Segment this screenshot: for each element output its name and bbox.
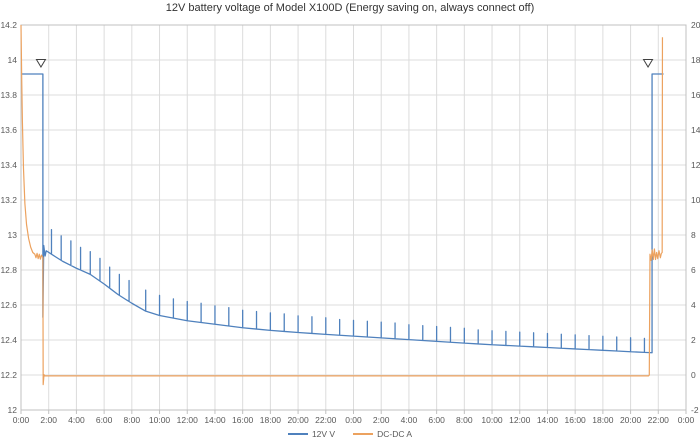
x-axis-tick-label: 2:00 <box>40 415 57 425</box>
y-right-tick-label: 0 <box>691 370 696 380</box>
legend-line-sample-dc-dc-a-icon <box>353 433 374 435</box>
series-line-dc-dc-a <box>20 24 664 386</box>
y-right-tick-label: 14 <box>691 125 700 135</box>
x-axis-tick-label: 18:00 <box>592 415 614 425</box>
transition-marker-icon <box>35 59 47 68</box>
y-right-tick-label: 16 <box>691 90 700 100</box>
x-axis-tick-label: 22:00 <box>315 415 337 425</box>
chart-title: 12V battery voltage of Model X100D (Ener… <box>165 2 535 14</box>
x-axis-tick-label: 8:00 <box>124 415 141 425</box>
y-left-tick-label: 12 <box>8 405 18 415</box>
x-axis-tick-label: 10:00 <box>149 415 171 425</box>
x-axis-tick-label: 22:00 <box>648 415 670 425</box>
y-left-tick-label: 12.6 <box>0 300 17 310</box>
y-right-tick-label: 8 <box>691 230 696 240</box>
series-line-12v-v <box>21 73 664 354</box>
legend-item-12v-v: 12V V <box>287 429 336 439</box>
legend-line-sample-12v-v-icon <box>287 433 308 435</box>
chart-legend: 12V V DC-DC A <box>0 429 700 439</box>
x-axis-tick-label: 6:00 <box>96 415 113 425</box>
x-axis-tick-label: 4:00 <box>401 415 418 425</box>
y-right-tick-label: 4 <box>691 300 696 310</box>
x-axis-tick-label: 0:00 <box>678 415 695 425</box>
x-axis-tick-label: 12:00 <box>509 415 531 425</box>
x-axis-tick-label: 14:00 <box>537 415 559 425</box>
y-right-tick-label: 2 <box>691 335 696 345</box>
y-right-tick-label: 18 <box>691 55 700 65</box>
x-axis-tick-label: 0:00 <box>345 415 362 425</box>
x-axis-tick-label: 14:00 <box>204 415 226 425</box>
y-left-tick-label: 13.8 <box>0 90 17 100</box>
y-left-tick-label: 12.2 <box>0 370 17 380</box>
x-axis-tick-label: 2:00 <box>373 415 390 425</box>
y-right-tick-label: 6 <box>691 265 696 275</box>
x-axis-tick-label: 4:00 <box>68 415 85 425</box>
x-axis-tick-label: 12:00 <box>177 415 199 425</box>
y-right-tick-label: 12 <box>691 160 700 170</box>
legend-label-12v-v: 12V V <box>311 429 336 439</box>
y-left-tick-label: 12.8 <box>0 265 17 275</box>
x-axis-tick-label: 16:00 <box>232 415 254 425</box>
legend-label-dc-dc-a: DC-DC A <box>377 429 413 439</box>
y-right-tick-label: -2 <box>691 405 699 415</box>
x-axis-tick-label: 18:00 <box>260 415 282 425</box>
x-axis-tick-label: 6:00 <box>428 415 445 425</box>
y-left-tick-label: 14 <box>8 55 18 65</box>
transition-marker-icon <box>642 59 654 68</box>
y-left-tick-label: 13.6 <box>0 125 17 135</box>
x-axis-tick-label: 0:00 <box>13 415 30 425</box>
legend-item-dc-dc-a: DC-DC A <box>353 429 412 439</box>
x-axis-tick-label: 20:00 <box>620 415 642 425</box>
y-left-tick-label: 13.4 <box>0 160 17 170</box>
y-left-tick-label: 13 <box>8 230 18 240</box>
y-left-tick-label: 13.2 <box>0 195 17 205</box>
x-axis-tick-label: 10:00 <box>481 415 503 425</box>
x-axis-tick-label: 20:00 <box>287 415 309 425</box>
y-right-tick-label: 20 <box>691 20 700 30</box>
y-left-tick-label: 12.4 <box>0 335 17 345</box>
y-right-tick-label: 10 <box>691 195 700 205</box>
x-axis-tick-label: 8:00 <box>456 415 473 425</box>
x-axis-tick-label: 16:00 <box>565 415 587 425</box>
y-left-tick-label: 14.2 <box>0 20 17 30</box>
